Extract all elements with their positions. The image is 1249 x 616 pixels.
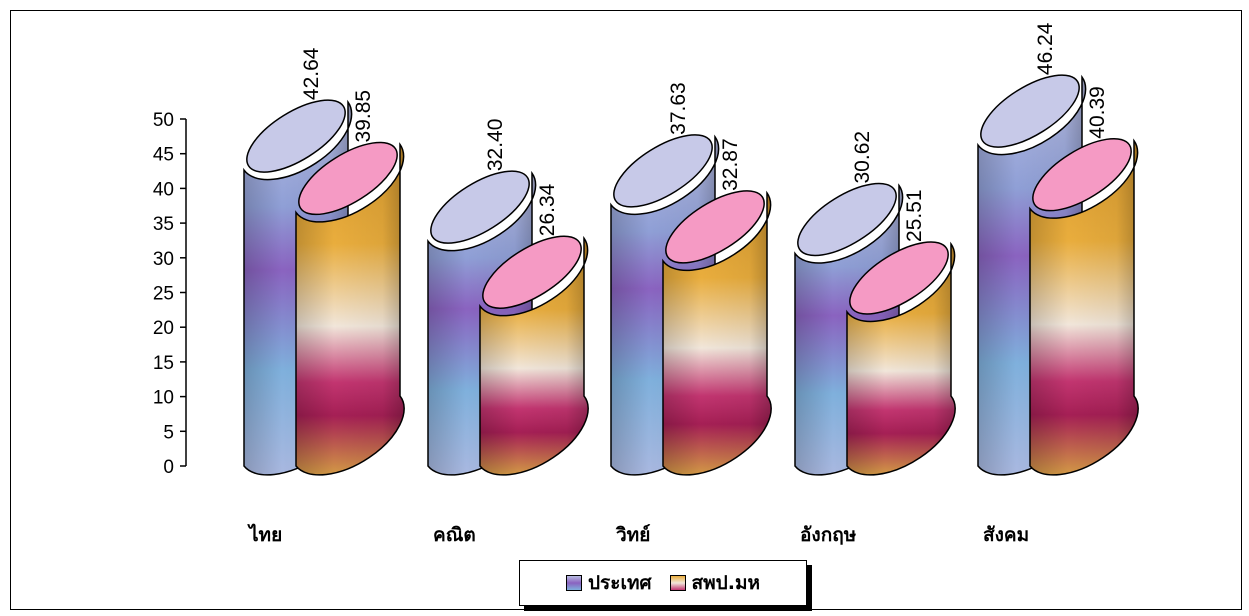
bar-2-3: [662, 190, 772, 476]
data-label: 37.63: [667, 82, 690, 135]
legend-swatch-series-2: [669, 575, 686, 591]
data-label: 39.85: [352, 90, 375, 143]
y-axis: 0 5 10 15 20 25 30 35 40 45 50: [153, 110, 187, 478]
data-label: 25.51: [903, 189, 926, 242]
bar-shading: [296, 144, 405, 475]
x-category-label: สังคม: [983, 524, 1029, 546]
legend-entry-series-2: สพป.มห: [669, 568, 760, 598]
y-tick-label: 45: [153, 145, 174, 166]
bar-top: [246, 99, 346, 173]
bar-top: [1032, 137, 1132, 212]
data-label: 46.24: [1034, 22, 1057, 75]
y-tick-label: 30: [153, 249, 174, 270]
bar-top: [980, 74, 1080, 148]
bar-top: [797, 182, 897, 257]
bar-shading: [480, 238, 589, 475]
bar-shading: [1030, 140, 1139, 475]
y-tick-label: 35: [153, 214, 174, 235]
category-labels: ไทย คณิต วิทย์ อังกฤษ สังคม: [247, 523, 1029, 546]
y-tick-label: 40: [153, 179, 174, 200]
bar-top: [665, 190, 765, 264]
y-tick-label: 25: [153, 284, 174, 305]
x-category-label: อังกฤษ: [800, 524, 857, 546]
legend: ประเทศ สพป.มห: [519, 560, 807, 606]
bar-2-2: [479, 235, 589, 476]
x-category-label: คณิต: [433, 524, 476, 546]
y-tick-label: 10: [153, 388, 174, 409]
data-label: 30.62: [851, 131, 874, 184]
y-tick-label: 20: [153, 318, 174, 339]
y-tick-label: 0: [163, 457, 174, 478]
bars: [243, 74, 1139, 476]
y-tick-label: 50: [153, 110, 174, 131]
data-label: 32.87: [719, 138, 742, 191]
data-labels: 42.64 39.85 32.40 26.34 37.63 32.87 30.62 25.51…: [300, 22, 1109, 242]
data-label: 42.64: [300, 47, 323, 100]
bar-top: [430, 170, 530, 244]
chart-frame: 0 5 10 15 20 25 30 35 40 45 50 42.64 39.85 32.40 26.3…: [10, 10, 1242, 610]
legend-label-series-2: สพป.มห: [691, 572, 760, 594]
legend-label-series-1: ประเทศ: [587, 572, 652, 594]
data-label: 26.34: [536, 183, 559, 236]
x-category-label: วิทย์: [616, 524, 651, 546]
y-tick-label: 5: [163, 422, 174, 443]
bar-top: [482, 235, 582, 309]
bar-shading: [847, 243, 956, 475]
bar-2-5: [1029, 137, 1139, 476]
chart-plot: 0 5 10 15 20 25 30 35 40 45 50 42.64 39.85 32.40 26.3…: [153, 22, 1139, 546]
data-label: 32.40: [484, 119, 507, 172]
bar-shading: [663, 192, 772, 475]
bar-2-4: [846, 241, 956, 476]
bar-2-1: [295, 141, 405, 476]
bar-top: [298, 141, 398, 216]
y-tick-label: 15: [153, 353, 174, 374]
bar-top: [849, 241, 949, 315]
legend-swatch-series-1: [565, 575, 582, 591]
legend-entry-series-1: ประเทศ: [565, 568, 652, 598]
bar-top: [613, 134, 713, 208]
x-category-label: ไทย: [247, 523, 282, 546]
data-label: 40.39: [1086, 86, 1109, 139]
